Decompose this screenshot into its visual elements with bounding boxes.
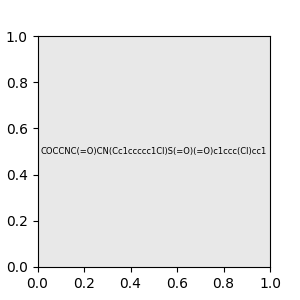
Text: COCCNC(=O)CN(Cc1ccccc1Cl)S(=O)(=O)c1ccc(Cl)cc1: COCCNC(=O)CN(Cc1ccccc1Cl)S(=O)(=O)c1ccc(… [40,147,267,156]
